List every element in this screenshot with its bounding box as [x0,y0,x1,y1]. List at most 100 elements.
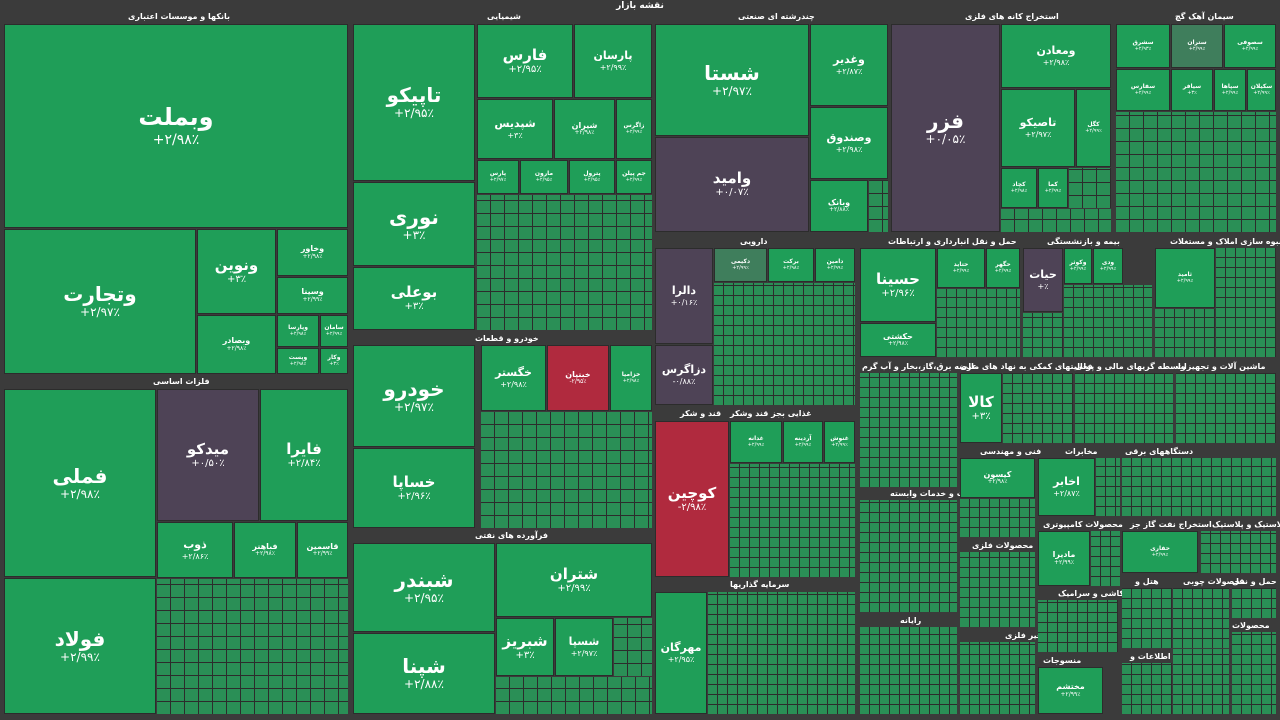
tile-midko[interactable]: میدکو +۰/۵۰٪ [157,389,259,521]
tile-maroun[interactable]: مارون +۲/۹۵٪ [520,160,568,194]
tile-vnovin[interactable]: ونوین +۳٪ [197,229,276,314]
utilities-small-tiles[interactable] [860,373,957,487]
rubber-small-tiles[interactable] [1201,531,1276,573]
appliances-small-tiles[interactable] [1122,458,1276,516]
tile-kachad[interactable]: کچاد +۲/۹۸٪ [1001,168,1037,208]
tile-mokhtasham[interactable]: مختشم +۲/۹۹٪ [1038,667,1103,714]
agri-small-tiles[interactable] [860,500,957,612]
tile-shabandar[interactable]: شبندر +۲/۹۵٪ [353,543,495,632]
tile-zob[interactable]: ذوب +۲/۸۶٪ [157,522,233,578]
tile-htayd[interactable]: حتاید +۲/۹۹٪ [937,248,985,288]
insurance-small-tiles[interactable] [1023,313,1063,357]
computing-small-tiles[interactable] [860,627,957,714]
transport-small-tiles[interactable] [937,289,1020,357]
tile-vtejarat[interactable]: وتجارت +۲/۹۷٪ [4,229,196,374]
tile-shana[interactable]: شپنا +۲/۸۸٪ [353,633,495,714]
tile-vamid[interactable]: وامید +۰/۰۷٪ [655,137,809,232]
oil-small-tiles[interactable] [496,677,652,714]
tile-mehrgan[interactable]: مهرگان +۲/۹۵٪ [655,592,707,714]
tile-vbank[interactable]: وبانک +۲/۸۸٪ [810,180,868,232]
tile-fulad[interactable]: فولاد +۲/۹۹٪ [4,578,156,714]
tile-vkousar[interactable]: وکوثر +۲/۹۹٪ [1064,248,1092,284]
tile-sfars[interactable]: سفارس +۲/۹۹٪ [1116,69,1170,111]
metal-mining-small-tiles-2[interactable] [1069,168,1111,208]
tile-khazamia[interactable]: خزامیا +۲/۹۸٪ [610,345,652,411]
tile-petrol[interactable]: پترول +۲/۹۵٪ [569,160,615,194]
tile-damin[interactable]: دامین +۲/۹۹٪ [815,248,855,282]
tile-shpdis[interactable]: شپدیس +۳٪ [477,99,553,159]
tile-booali[interactable]: بوعلی +۳٪ [353,267,475,330]
metal-mining-small-tiles[interactable] [1001,209,1111,232]
info-small-tiles[interactable] [1122,663,1172,714]
tile-khgostar[interactable]: خگستر +۲/۹۸٪ [481,345,546,411]
tile-sshargh[interactable]: سشرق +۲/۹۳٪ [1116,24,1170,68]
tile-khbonian[interactable]: خبنیان -۲/۹۵٪ [547,345,609,411]
tile-skilan[interactable]: سکیلان +۲/۹۹٪ [1247,69,1276,111]
pharma-small-tiles[interactable] [714,283,855,405]
tile-hafari[interactable]: حفاری +۲/۹۹٪ [1122,531,1198,573]
oil-small-tiles-2[interactable] [614,618,652,676]
tile-fbahonar[interactable]: فباهنر +۲/۹۸٪ [234,522,296,578]
transport2-small-tiles[interactable] [1232,588,1276,618]
tile-khsapa[interactable]: خساپا +۲/۹۶٪ [353,448,475,528]
tile-ghadaneh[interactable]: غدانه +۲/۹۹٪ [730,421,782,463]
tile-vkhavar[interactable]: وخاور +۲/۹۸٪ [277,229,348,276]
tile-dkimi[interactable]: دکیمی +۲/۹۹٪ [714,248,767,282]
tile-dalra[interactable]: دالرا +۰/۱۶٪ [655,248,713,344]
tile-vbmellat[interactable]: وبملت +۲/۹۸٪ [4,24,348,228]
tile-vmaaden[interactable]: ومعادن +۲/۹۸٪ [1001,24,1111,88]
tile-fars[interactable]: فارس +۲/۹۵٪ [477,24,573,98]
telecom-small-tiles[interactable] [1096,458,1120,516]
investment-small-tiles[interactable] [708,592,855,714]
tile-fayra[interactable]: فایرا +۲/۸۴٪ [260,389,348,521]
cement-small-tiles[interactable] [1116,112,1276,232]
tile-vsandogh[interactable]: وصندوق +۲/۹۸٪ [810,107,888,179]
tile-vbsader[interactable]: وبصادر +۲/۹۸٪ [197,315,276,374]
tile-shtran[interactable]: شتران +۲/۹۹٪ [496,543,652,617]
tile-ssoufi[interactable]: سصوفی +۲/۹۹٪ [1224,24,1276,68]
insurance-small-tiles-2[interactable] [1064,285,1152,357]
tile-khodro[interactable]: خودرو +۲/۹۷٪ [353,345,475,447]
tile-tapiko[interactable]: تاپیکو +۲/۹۵٪ [353,24,475,181]
tile-sepaha[interactable]: سپاها +۲/۹۹٪ [1214,69,1246,111]
tile-shsepa[interactable]: شسپا +۲/۹۷٪ [555,618,613,676]
real-estate-small-tiles[interactable] [1216,248,1276,357]
tile-saman[interactable]: سامان +۲/۹۹٪ [320,315,348,347]
tile-famli[interactable]: فملی +۲/۹۸٪ [4,389,156,577]
tile-vkar[interactable]: وکار +۳٪ [320,348,348,374]
nonmetal-mining-small-tiles[interactable] [960,642,1035,714]
tile-barkat[interactable]: برکت +۲/۹۸٪ [768,248,814,282]
auto-small-tiles[interactable] [481,412,652,528]
food-small-tiles[interactable] [730,464,855,577]
tile-setran[interactable]: ستران +۲/۹۹٪ [1171,24,1223,68]
tile-madira[interactable]: مادیرا +۲/۹۹٪ [1038,531,1090,586]
tile-vsina[interactable]: وسینا +۲/۹۹٪ [277,277,348,314]
tile-parsan[interactable]: پارسان +۲/۹۹٪ [574,24,652,98]
wood-small-tiles[interactable] [1173,588,1229,648]
tile-kama[interactable]: کما +۲/۹۹٪ [1038,168,1068,208]
tile-samid[interactable]: ثامید +۲/۹۹٪ [1155,248,1215,308]
tile-hayat[interactable]: حیات +٪ [1023,248,1063,312]
products-small-tiles[interactable] [1232,632,1276,714]
tile-ghasemin[interactable]: قاسمین +۲/۹۹٪ [297,522,348,578]
tile-hasina[interactable]: حسینا +۲/۹۶٪ [860,248,936,322]
tile-fazar[interactable]: فزر +۰/۰۵٪ [891,24,1000,232]
misc-small-tiles[interactable] [1173,649,1229,714]
tile-hgohar[interactable]: حگهر +۲/۹۹٪ [986,248,1020,288]
tile-ardineh[interactable]: آردینه +۲/۹۹٪ [783,421,823,463]
tile-dzagros[interactable]: دزاگرس -۰/۸۸٪ [655,345,713,405]
real-estate-small-tiles-2[interactable] [1155,309,1215,357]
tile-jampilen[interactable]: جم پیلن +۲/۹۹٪ [616,160,652,194]
tile-nori[interactable]: نوری +۳٪ [353,182,475,266]
tile-shasta[interactable]: شستا +۲/۹۷٪ [655,24,809,136]
tile-kouchin[interactable]: کوچین -۲/۹۸٪ [655,421,729,577]
tile-shiran[interactable]: شیران +۲/۹۸٪ [554,99,615,159]
nonmetal-small-tiles[interactable] [960,552,1035,627]
machinery-small-tiles[interactable] [1176,373,1276,443]
tile-hkeshti[interactable]: حکشتی +۲/۹۸٪ [860,323,936,357]
industrial-small-tiles[interactable] [869,180,888,232]
tile-vpost[interactable]: وپست +۲/۹۸٪ [277,348,319,374]
computer-small-tiles[interactable] [1091,531,1120,586]
tile-kisoun[interactable]: کیسون +۲/۹۸٪ [960,458,1035,498]
tile-shabriz[interactable]: شبریز +۳٪ [496,618,554,676]
